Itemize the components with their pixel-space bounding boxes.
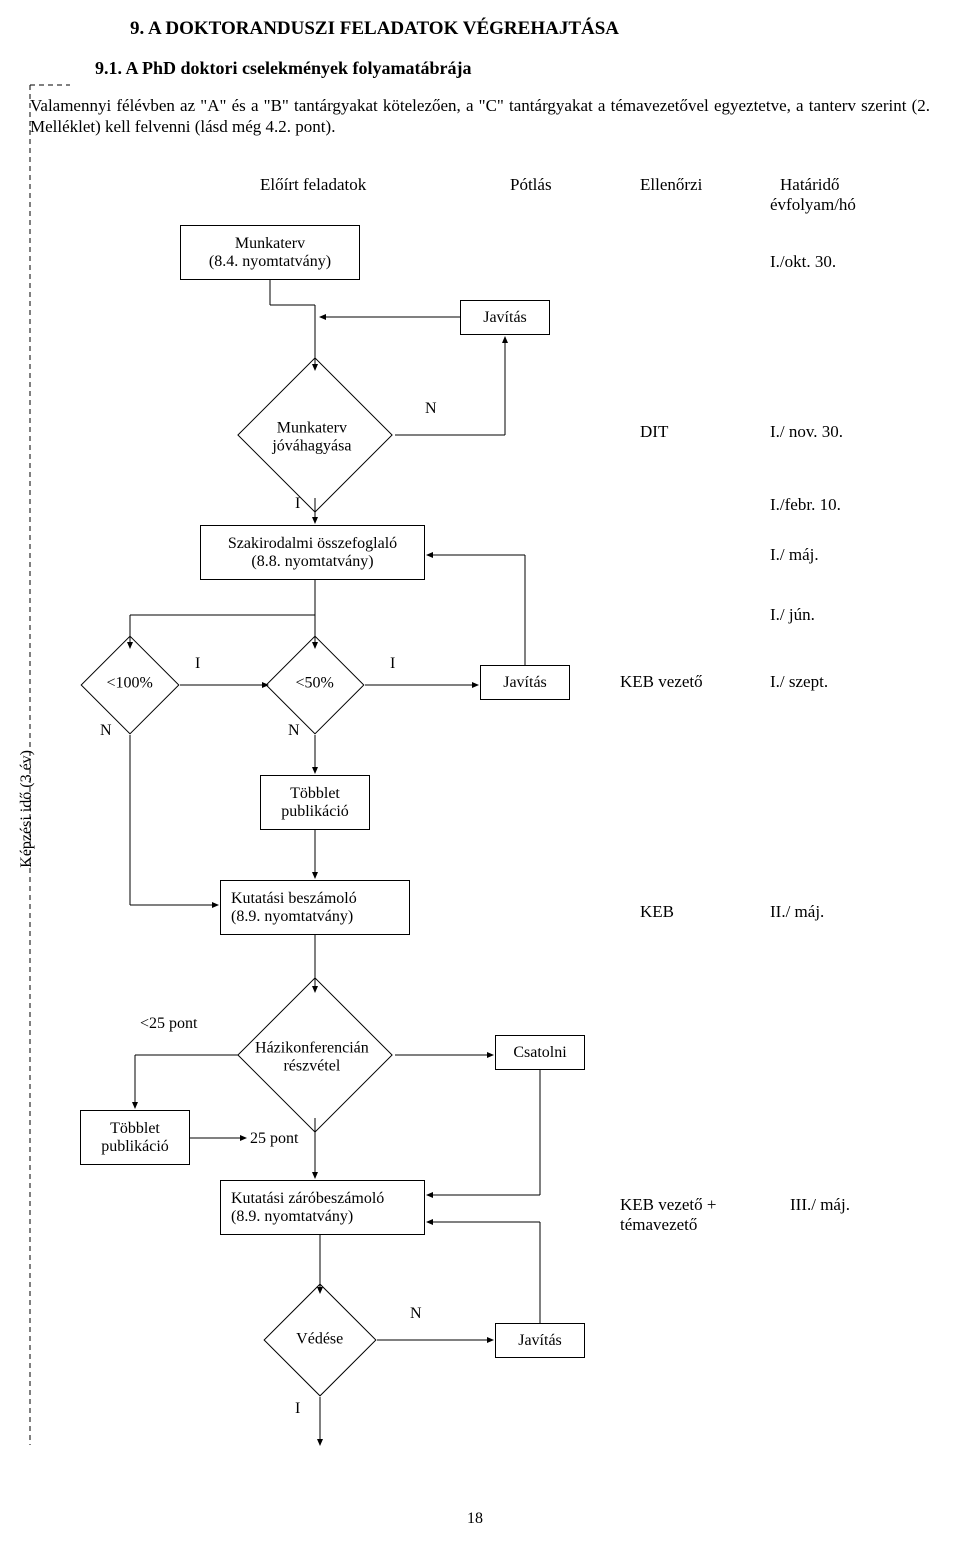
edge-label-N-4: N: [410, 1305, 422, 1323]
box-javitas-3-label: Javítás: [518, 1332, 562, 1350]
box-munkaterv-l1: Munkaterv: [235, 235, 305, 253]
box-szakirodalmi-l1: Szakirodalmi összefoglaló: [228, 535, 397, 553]
box-tobblet-pub-2-l1: Többlet: [110, 1120, 160, 1138]
label-25pont: 25 pont: [250, 1130, 298, 1148]
box-kutatasi-zarobeszamolo: Kutatási záróbeszámoló (8.9. nyomtatvány…: [220, 1180, 425, 1235]
side-label-kepzesi: Képzési idő (3 év): [18, 750, 36, 868]
box-javitas-1-label: Javítás: [483, 309, 527, 327]
box-csatolni: Csatolni: [495, 1035, 585, 1070]
edge-label-N-1: N: [425, 400, 437, 418]
deadline-febr10: I./febr. 10.: [770, 495, 841, 515]
box-tobblet-pub-1-l1: Többlet: [290, 785, 340, 803]
box-szakirodalmi-l2: (8.8. nyomtatvány): [251, 553, 373, 571]
box-tobblet-pub-1: Többlet publikáció: [260, 775, 370, 830]
box-tobblet-pub-2-l2: publikáció: [101, 1138, 169, 1156]
check-keb: KEB: [640, 902, 674, 922]
box-kutatasi-beszamolo-l2: (8.9. nyomtatvány): [231, 908, 353, 926]
col-ellenorzi: Ellenőrzi: [640, 175, 702, 195]
diamond-lt50: <50%: [266, 636, 365, 735]
box-javitas-2: Javítás: [480, 665, 570, 700]
diamond-hazikonf-l1: Házikonferencián: [236, 1040, 387, 1058]
deadline-maj1: I./ máj.: [770, 545, 819, 565]
diamond-hazikonf-l2: részvétel: [236, 1058, 387, 1076]
box-munkaterv: Munkaterv (8.4. nyomtatvány): [180, 225, 360, 280]
diamond-munkaterv-jovahagyasa: Munkaterv jóváhagyása: [237, 357, 393, 513]
edge-label-I-3: I: [390, 655, 395, 673]
page-number: 18: [467, 1510, 483, 1528]
page: 9. A DOKTORANDUSZI FELADATOK VÉGREHAJTÁS…: [0, 0, 960, 1545]
deadline-maj3: III./ máj.: [790, 1195, 850, 1215]
box-javitas-2-label: Javítás: [503, 674, 547, 692]
col-hatarido-2: évfolyam/hó: [770, 195, 856, 215]
col-potlas: Pótlás: [510, 175, 552, 195]
diamond-vedese: Védése: [263, 1283, 376, 1396]
box-kzb-l1: Kutatási záróbeszámoló: [231, 1190, 384, 1208]
deadline-nov30: I./ nov. 30.: [770, 422, 843, 442]
box-kutatasi-beszamolo-l1: Kutatási beszámoló: [231, 890, 357, 908]
box-szakirodalmi: Szakirodalmi összefoglaló (8.8. nyomtatv…: [200, 525, 425, 580]
check-kebvezeto: KEB vezető: [620, 672, 703, 692]
diamond-d1-l1: Munkaterv: [236, 420, 387, 438]
col-hatarido-1: Határidő: [780, 175, 839, 195]
flow-lines: [0, 0, 960, 1545]
edge-label-I-2: I: [195, 655, 200, 673]
deadline-jun: I./ jún.: [770, 605, 815, 625]
subsection-heading: 9.1. A PhD doktori cselekmények folyamat…: [95, 58, 925, 79]
diamond-vedese-label: Védése: [296, 1331, 343, 1348]
box-tobblet-pub-1-l2: publikáció: [281, 803, 349, 821]
edge-label-I-1: I: [295, 495, 300, 513]
box-csatolni-label: Csatolni: [513, 1044, 566, 1062]
edge-label-N-3: N: [288, 722, 300, 740]
check-kebvez-temavez-1: KEB vezető +: [620, 1195, 716, 1215]
edge-label-N-2: N: [100, 722, 112, 740]
check-dit: DIT: [640, 422, 668, 442]
diamond-lt50-label: <50%: [296, 674, 334, 691]
box-munkaterv-l2: (8.4. nyomtatvány): [209, 253, 331, 271]
box-javitas-1: Javítás: [460, 300, 550, 335]
diamond-d1-l2: jóváhagyása: [236, 438, 387, 456]
deadline-szept: I./ szept.: [770, 672, 828, 692]
col-feladatok: Előírt feladatok: [260, 175, 366, 195]
box-kzb-l2: (8.9. nyomtatvány): [231, 1208, 353, 1226]
diamond-lt100: <100%: [81, 636, 180, 735]
deadline-maj2: II./ máj.: [770, 902, 824, 922]
box-javitas-3: Javítás: [495, 1323, 585, 1358]
check-kebvez-temavez-2: témavezető: [620, 1215, 697, 1235]
deadline-okt30: I./okt. 30.: [770, 252, 836, 272]
box-kutatasi-beszamolo: Kutatási beszámoló (8.9. nyomtatvány): [220, 880, 410, 935]
diamond-hazikonf: Házikonferencián részvétel: [237, 977, 393, 1133]
section-heading: 9. A DOKTORANDUSZI FELADATOK VÉGREHAJTÁS…: [130, 18, 930, 40]
intro-paragraph: Valamennyi félévben az "A" és a "B" tant…: [30, 95, 930, 138]
edge-label-I-4: I: [295, 1400, 300, 1418]
edge-label-lt25: <25 pont: [140, 1015, 197, 1033]
diamond-lt100-label: <100%: [107, 674, 153, 691]
box-tobblet-pub-2: Többlet publikáció: [80, 1110, 190, 1165]
